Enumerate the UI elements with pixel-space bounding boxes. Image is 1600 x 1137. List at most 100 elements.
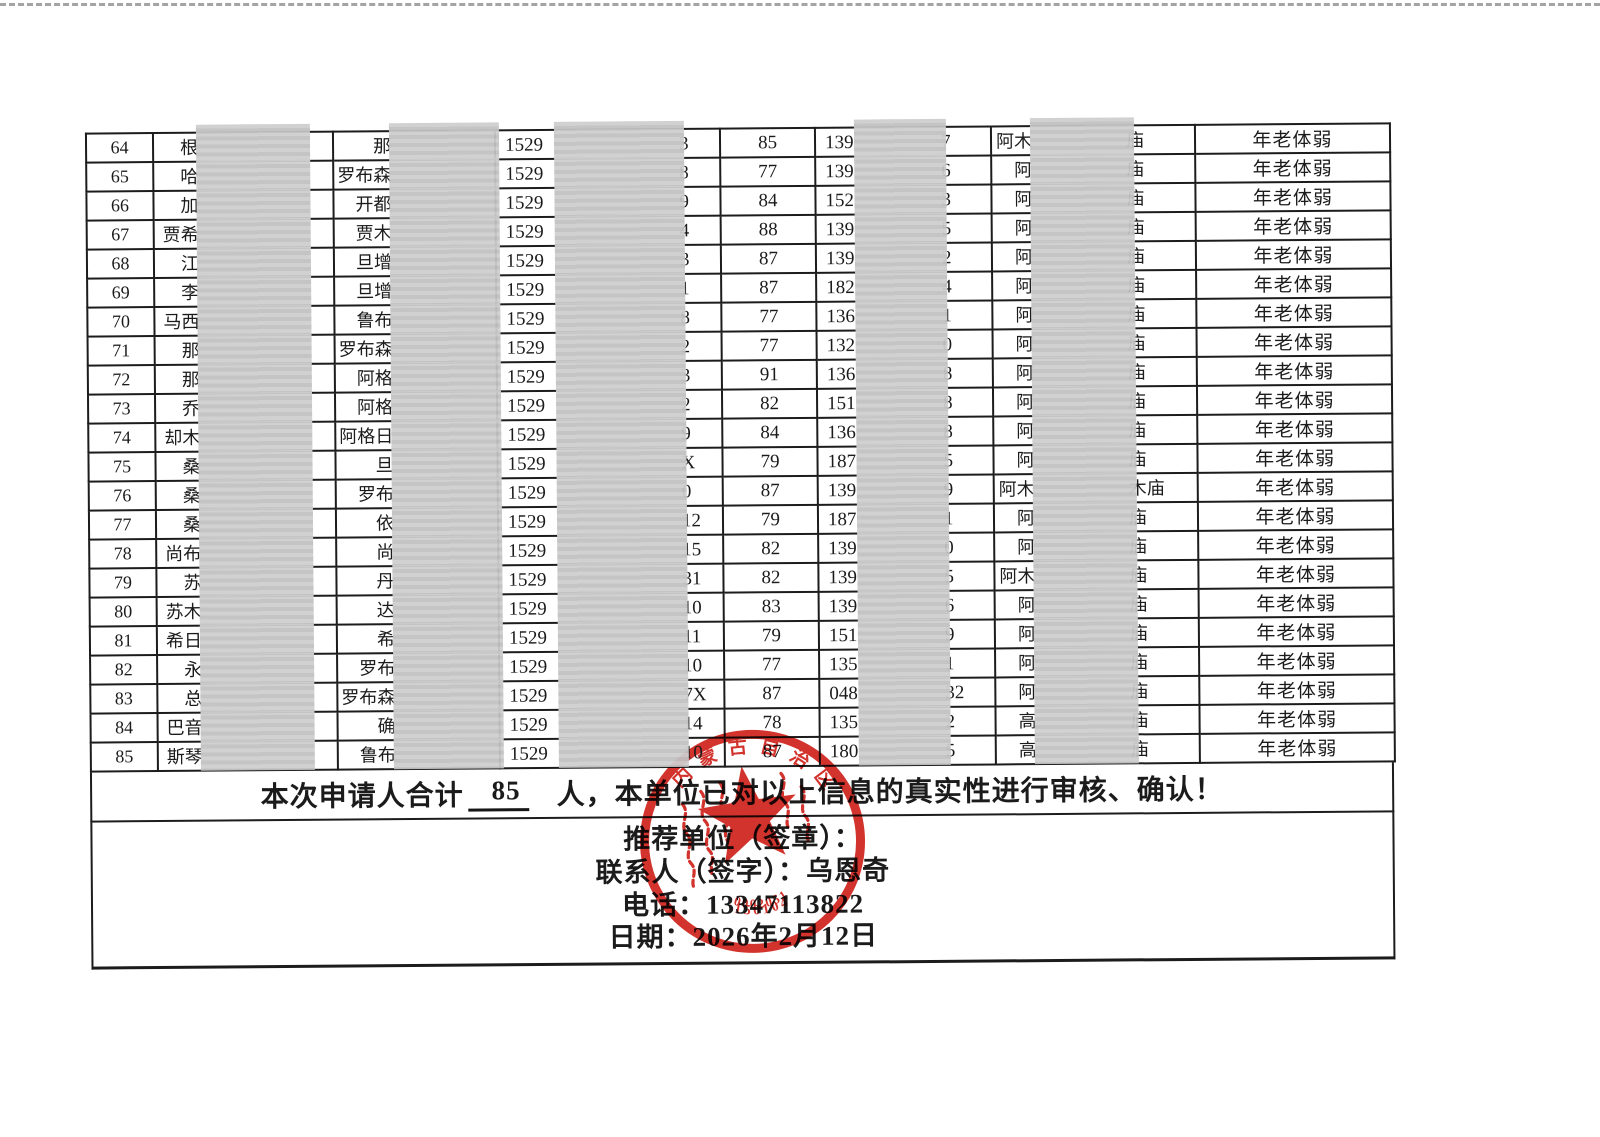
id-prefix: 1529 bbox=[507, 423, 546, 446]
redaction-box bbox=[853, 118, 947, 157]
cell-age: 84 bbox=[720, 185, 816, 216]
cell-name-primary: 苏木 bbox=[156, 594, 337, 627]
redaction-box bbox=[1033, 617, 1139, 649]
status-text: 年老体弱 bbox=[1254, 448, 1336, 471]
redaction-box bbox=[196, 188, 311, 220]
cell-id-number: 1529 3 bbox=[495, 243, 722, 276]
cell-name-primary: 桑 bbox=[155, 478, 336, 511]
redaction-box bbox=[1029, 117, 1135, 156]
cell-location: 阿 庙 bbox=[992, 298, 1197, 330]
cell-id-number: 1529 1 bbox=[496, 272, 722, 305]
cell-id-number: 1529 9 bbox=[497, 417, 723, 450]
phone-prefix: 139 bbox=[825, 218, 855, 240]
redaction-box bbox=[1032, 501, 1138, 533]
redaction-box bbox=[857, 531, 950, 563]
cell-phone: 139 9 bbox=[817, 473, 994, 505]
cell-location: 阿 庙 bbox=[991, 211, 1196, 243]
cell-name-primary: 根 bbox=[152, 123, 334, 163]
name-visible-part: 斯琴 bbox=[166, 746, 203, 767]
redaction-box bbox=[555, 272, 686, 304]
cell-name-secondary: 确 bbox=[337, 709, 504, 741]
cell-name-primary: 却木 bbox=[155, 420, 336, 453]
age-value: 88 bbox=[758, 218, 778, 240]
redaction-box bbox=[391, 506, 503, 538]
cell-serial: 81 bbox=[89, 626, 158, 656]
cell-id-number: 1529 2 bbox=[496, 330, 722, 363]
id-prefix: 1529 bbox=[506, 337, 545, 359]
id-prefix: 1529 bbox=[505, 221, 544, 243]
cell-phone: 139 6 bbox=[815, 154, 992, 186]
name-visible-part: 贾希 bbox=[162, 224, 199, 245]
serial-number: 72 bbox=[112, 369, 131, 390]
cell-age: 79 bbox=[722, 504, 819, 535]
cell-id-number: 1529 10 bbox=[498, 591, 724, 624]
name-visible-part: 巴音 bbox=[166, 717, 203, 738]
redaction-box bbox=[1030, 182, 1135, 214]
cell-phone: 135 1 bbox=[819, 647, 996, 679]
phone-prefix: 139 bbox=[828, 566, 858, 588]
cell-name-secondary: 贾木 bbox=[333, 216, 500, 248]
cell-status: 年老体弱 bbox=[1196, 326, 1392, 357]
phone-prefix: 151 bbox=[828, 624, 858, 646]
cell-location: 高 庙 bbox=[995, 733, 1200, 765]
cell-id-number: 1529 12 bbox=[497, 504, 724, 537]
serial-number: 77 bbox=[113, 514, 132, 535]
serial-number: 78 bbox=[113, 543, 132, 564]
redaction-box bbox=[1033, 559, 1138, 591]
serial-number: 71 bbox=[112, 340, 131, 361]
age-value: 91 bbox=[759, 363, 779, 385]
redaction-box bbox=[1030, 240, 1136, 272]
redaction-box bbox=[857, 560, 950, 592]
serial-number: 69 bbox=[111, 282, 130, 303]
id-prefix: 1529 bbox=[509, 742, 548, 765]
redaction-box bbox=[390, 332, 501, 364]
redaction-box bbox=[197, 333, 312, 365]
serial-number: 80 bbox=[114, 601, 133, 622]
cell-name-primary: 巴音 bbox=[157, 710, 338, 743]
cell-name-primary: 那 bbox=[154, 333, 335, 366]
cell-phone: 136 1 bbox=[816, 299, 993, 331]
cell-phone: 139 7 bbox=[814, 118, 992, 157]
redaction-box bbox=[556, 417, 687, 449]
cell-serial: 66 bbox=[86, 191, 154, 221]
redaction-box bbox=[389, 216, 500, 248]
cell-age: 87 bbox=[720, 243, 817, 274]
serial-number: 76 bbox=[113, 485, 132, 506]
contact-name: 乌恩奇 bbox=[805, 855, 891, 886]
cell-serial: 65 bbox=[86, 162, 154, 192]
redaction-box bbox=[199, 536, 314, 568]
cell-age: 83 bbox=[723, 591, 819, 622]
serial-number: 83 bbox=[114, 688, 133, 709]
cell-status: 年老体弱 bbox=[1195, 239, 1392, 270]
cell-name-primary: 加 bbox=[153, 188, 334, 221]
redaction-box bbox=[557, 562, 688, 594]
id-prefix: 1529 bbox=[507, 510, 547, 533]
cell-status: 年老体弱 bbox=[1195, 152, 1391, 183]
redaction-box bbox=[856, 473, 949, 505]
redaction-box bbox=[857, 589, 950, 621]
redaction-box bbox=[555, 388, 687, 420]
serial-number: 85 bbox=[115, 746, 134, 767]
redaction-box bbox=[1030, 211, 1135, 243]
cell-serial: 74 bbox=[88, 423, 156, 453]
cell-location: 阿 庙 bbox=[994, 617, 1200, 649]
redaction-box bbox=[393, 738, 504, 770]
cell-location: 阿 庙 bbox=[994, 588, 1199, 620]
status-text: 年老体弱 bbox=[1253, 245, 1334, 268]
cell-id-number: 1529 7X bbox=[499, 678, 725, 711]
cell-age: 79 bbox=[723, 620, 820, 651]
phone-prefix: 139 bbox=[828, 595, 858, 617]
name-visible-part: 鲁布 bbox=[359, 744, 396, 765]
redaction-box bbox=[557, 533, 688, 565]
cell-name-primary: 苏 bbox=[156, 565, 337, 598]
name-visible-part: 罗布森 bbox=[341, 686, 396, 708]
cell-name-primary: 桑 bbox=[155, 507, 337, 540]
cell-id-number: 1529 31 bbox=[498, 562, 724, 595]
phone-prefix: 187 bbox=[827, 450, 857, 472]
phone-prefix: 136 bbox=[826, 363, 856, 385]
serial-number: 74 bbox=[112, 427, 131, 448]
cell-age: 84 bbox=[722, 417, 818, 448]
age-value: 87 bbox=[762, 740, 782, 762]
age-value: 82 bbox=[761, 566, 781, 588]
